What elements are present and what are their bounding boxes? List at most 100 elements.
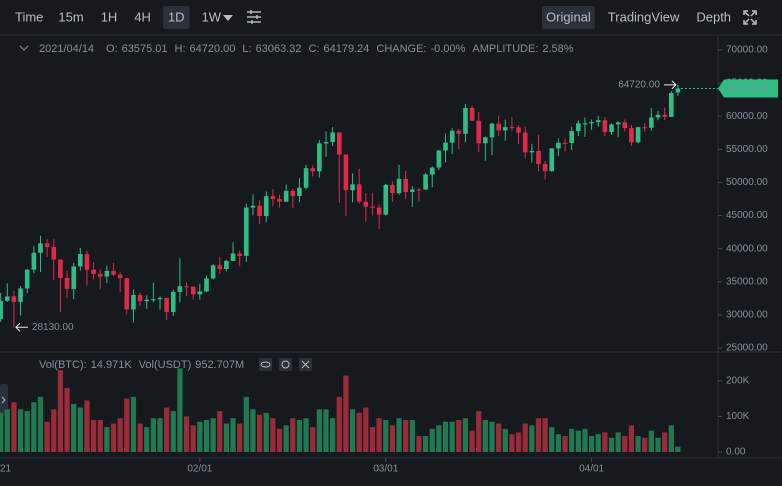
volume-bar bbox=[257, 414, 263, 452]
collapse-icon[interactable] bbox=[19, 45, 29, 51]
volume-bar bbox=[17, 409, 24, 452]
candle-body bbox=[310, 168, 316, 172]
view-button[interactable]: Depth bbox=[696, 9, 731, 24]
candle-body bbox=[350, 184, 355, 191]
candle-body bbox=[509, 127, 515, 129]
candle-body bbox=[283, 190, 289, 202]
volume-bar bbox=[223, 423, 229, 452]
volume-bar bbox=[648, 430, 654, 452]
eye-button[interactable] bbox=[259, 358, 272, 371]
candle-body bbox=[184, 286, 189, 288]
last-price-tag bbox=[718, 79, 778, 98]
volume-bar bbox=[535, 418, 542, 452]
settings-icon[interactable] bbox=[247, 10, 261, 24]
last-price-label: 64179.24 bbox=[727, 83, 769, 94]
candle-body bbox=[622, 122, 628, 129]
candle-body bbox=[71, 266, 76, 289]
volume-bar bbox=[409, 419, 415, 452]
volume-bar bbox=[622, 435, 628, 452]
candle-body bbox=[602, 120, 608, 133]
volume-bar bbox=[64, 387, 70, 452]
volume-bar bbox=[263, 412, 269, 452]
settings-button[interactable] bbox=[279, 358, 292, 371]
volume-bar bbox=[436, 425, 442, 452]
view-button[interactable]: TradingView bbox=[608, 9, 680, 24]
candle-body bbox=[38, 243, 43, 253]
candle-body bbox=[496, 123, 501, 131]
interval-button[interactable]: 15m bbox=[58, 9, 83, 24]
candle-body bbox=[343, 154, 349, 191]
volume-bar bbox=[37, 396, 44, 452]
candle-body bbox=[230, 253, 236, 261]
candle-body bbox=[297, 187, 302, 197]
candle-body bbox=[536, 151, 541, 165]
volume-bar bbox=[376, 418, 382, 452]
interval-button[interactable]: 4H bbox=[134, 9, 151, 24]
fullscreen-icon[interactable] bbox=[743, 10, 757, 25]
candle-body bbox=[410, 189, 415, 192]
active-view-bg bbox=[542, 6, 595, 29]
volume-bar bbox=[522, 423, 528, 452]
volume-bar bbox=[84, 400, 90, 452]
candle-body bbox=[151, 299, 156, 301]
volume-bar bbox=[150, 418, 156, 452]
info-label: L: bbox=[242, 43, 251, 55]
candle-body bbox=[190, 286, 196, 295]
volume-bar bbox=[575, 430, 581, 452]
interval-button[interactable]: 1H bbox=[101, 9, 118, 24]
candle-body bbox=[562, 142, 568, 144]
volume-bar bbox=[0, 412, 4, 452]
volume-bar bbox=[190, 425, 196, 452]
gear-icon bbox=[281, 360, 290, 369]
volume-bar bbox=[442, 421, 449, 452]
candle-body bbox=[11, 296, 17, 302]
volume-bar bbox=[343, 375, 349, 452]
side-tab[interactable] bbox=[0, 384, 8, 416]
x-tick-label: 04/01 bbox=[579, 464, 604, 475]
candle-body bbox=[629, 128, 634, 143]
more-intervals[interactable] bbox=[223, 15, 233, 21]
candle-body bbox=[64, 278, 70, 289]
candle-body bbox=[609, 124, 614, 133]
candle-body bbox=[549, 148, 555, 172]
candle-body bbox=[529, 151, 535, 153]
volume-bar bbox=[363, 407, 369, 452]
volume-bar bbox=[197, 421, 203, 452]
candle-body bbox=[522, 132, 528, 153]
volume-bar bbox=[104, 427, 110, 452]
volume-icons bbox=[259, 358, 312, 371]
candle-body bbox=[263, 196, 269, 217]
candle-body bbox=[576, 123, 581, 132]
volume-bar bbox=[369, 427, 376, 452]
eye-icon bbox=[260, 361, 271, 368]
interval-button[interactable]: 1W bbox=[202, 9, 222, 24]
candle-body bbox=[84, 254, 90, 270]
candle-body bbox=[668, 92, 674, 117]
volume-bar bbox=[137, 423, 143, 452]
volume-bar bbox=[635, 435, 641, 452]
active-interval-bg bbox=[162, 6, 190, 29]
candle-body bbox=[655, 114, 661, 118]
info-value: 63575.01 bbox=[122, 43, 168, 55]
candle-body bbox=[164, 297, 169, 313]
volume-bar bbox=[283, 425, 289, 452]
volume-bar bbox=[482, 419, 488, 452]
interval-button[interactable]: 1D bbox=[168, 9, 185, 24]
info-label: H: bbox=[175, 43, 186, 55]
volume-bar bbox=[628, 425, 635, 452]
x-tick-label: 02/01 bbox=[187, 464, 212, 475]
volume-bar bbox=[502, 428, 508, 452]
view-button[interactable]: Original bbox=[546, 9, 591, 24]
candle-body bbox=[649, 117, 654, 128]
info-value: 64179.24 bbox=[323, 43, 369, 55]
volume-bar bbox=[203, 419, 210, 452]
volume-bar bbox=[170, 411, 176, 452]
candle-body bbox=[58, 259, 63, 279]
candle-body bbox=[4, 296, 10, 301]
interval-button[interactable]: Time bbox=[15, 9, 43, 24]
volume-bar bbox=[356, 412, 362, 452]
volume-bar bbox=[496, 423, 502, 452]
volume-bar bbox=[310, 427, 316, 452]
